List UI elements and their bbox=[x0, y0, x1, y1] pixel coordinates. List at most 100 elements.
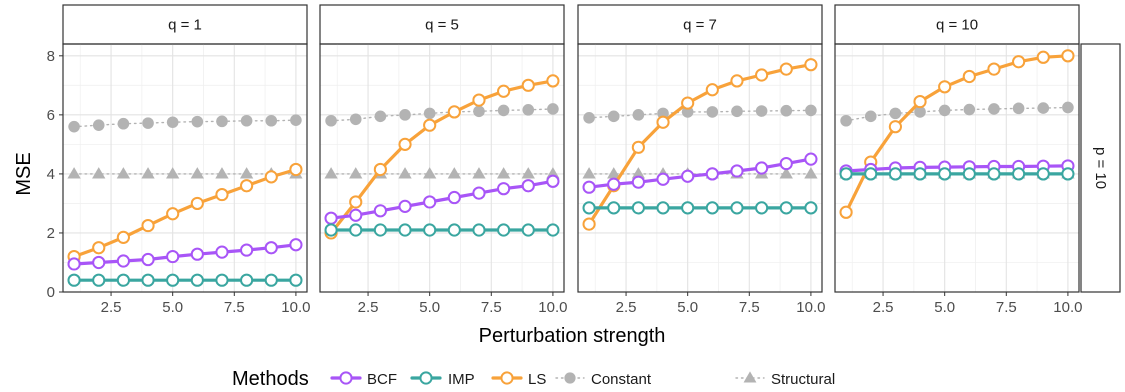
legend-item-imp: IMP bbox=[410, 371, 475, 388]
point-structural-q-1-x8 bbox=[239, 167, 254, 179]
point-imp-q-5-x2 bbox=[349, 223, 363, 237]
series-constant-q-10 bbox=[840, 101, 1074, 127]
panel-border-q-1 bbox=[62, 43, 308, 293]
x-tick-label: 10.0 bbox=[796, 299, 825, 316]
line-bcf-q-1 bbox=[72, 243, 298, 266]
point-constant-q-10-x2 bbox=[864, 110, 877, 123]
point-structural-q-1-x6 bbox=[190, 167, 204, 179]
point-ls-q-1-x8 bbox=[240, 179, 254, 193]
point-bcf-q-7-x2 bbox=[607, 177, 621, 191]
point-constant-q-10-x1 bbox=[840, 114, 852, 127]
point-ls-q-5-x10 bbox=[546, 74, 560, 88]
point-constant-q-1-x2 bbox=[92, 119, 105, 131]
point-structural-q-5-x6 bbox=[447, 167, 461, 179]
point-ls-q-10-x4 bbox=[913, 94, 927, 109]
point-constant-q-5-x8 bbox=[497, 104, 510, 117]
strip-box-q-1 bbox=[62, 4, 308, 45]
point-imp-q-7-x4 bbox=[656, 201, 670, 215]
point-ls-q-1-x2 bbox=[92, 241, 106, 255]
point-bcf-q-7-x4 bbox=[656, 172, 670, 186]
series-constant-q-7 bbox=[583, 104, 817, 124]
x-tick-label: 5.0 bbox=[162, 299, 183, 316]
point-ls-q-7-x6 bbox=[705, 83, 719, 97]
strip-box-q-10 bbox=[834, 4, 1080, 45]
panels-layer: q = 12.5 5.0 7.5 10.0q = 52.5 5.0 7.5 10.0q = … bbox=[62, 4, 1083, 316]
point-constant-q-5-x5 bbox=[423, 107, 436, 120]
point-ls-q-1-x10 bbox=[289, 162, 303, 177]
point-bcf-q-5-x9 bbox=[521, 179, 535, 193]
point-bcf-q-5-x4 bbox=[398, 199, 412, 213]
point-imp-q-1-x2 bbox=[92, 273, 106, 287]
point-imp-q-7-x7 bbox=[730, 201, 744, 215]
y-tick-label: 8 bbox=[47, 48, 55, 65]
point-constant-q-10-x6 bbox=[963, 103, 976, 116]
point-bcf-q-5-x2 bbox=[349, 208, 363, 222]
x-tick-label: 10.0 bbox=[538, 299, 567, 316]
row-strip: p = 10 bbox=[1080, 43, 1121, 293]
point-structural-q-5-x9 bbox=[521, 167, 535, 179]
y-tick-label: 4 bbox=[47, 166, 55, 183]
point-imp-q-1-x1 bbox=[67, 273, 81, 287]
point-bcf-q-7-x8 bbox=[755, 161, 769, 175]
point-constant-q-10-x10 bbox=[1062, 101, 1074, 114]
point-ls-q-1-x9 bbox=[264, 170, 278, 184]
panel-q-10: q = 10 2.5 5.0 7.5 10.0 bbox=[834, 4, 1083, 316]
point-ls-q-1-x7 bbox=[215, 187, 229, 202]
point-constant-q-7-x8 bbox=[755, 105, 768, 117]
point-constant-q-5-x1 bbox=[325, 114, 337, 127]
legend-title: Methods bbox=[232, 368, 309, 390]
point-constant-q-1-x1 bbox=[68, 120, 80, 133]
x-tick-label: 7.5 bbox=[481, 299, 502, 316]
point-bcf-q-5-x10 bbox=[546, 174, 560, 188]
panel-border-q-5 bbox=[319, 43, 565, 293]
legend-label-constant: Constant bbox=[591, 371, 652, 388]
point-bcf-q-5-x3 bbox=[373, 204, 387, 218]
point-imp-q-5-x5 bbox=[423, 223, 437, 237]
point-imp-q-1-x9 bbox=[264, 273, 278, 287]
legend-key-marker-constant bbox=[564, 372, 576, 384]
series-ls-q-7 bbox=[582, 58, 818, 231]
row-strip-box bbox=[1080, 43, 1121, 293]
point-ls-q-10-x8 bbox=[1012, 55, 1026, 69]
line-bcf-q-5 bbox=[329, 179, 555, 220]
point-bcf-q-7-x7 bbox=[730, 164, 744, 178]
point-imp-q-10-x5 bbox=[938, 167, 952, 181]
point-constant-q-10-x7 bbox=[988, 103, 1000, 115]
point-ls-q-10-x7 bbox=[987, 62, 1001, 76]
point-imp-q-7-x9 bbox=[779, 201, 793, 215]
point-ls-q-5-x8 bbox=[497, 84, 511, 98]
panel-q-5: q = 5 2.5 5.0 7.5 10.0 bbox=[319, 4, 568, 316]
point-ls-q-5-x9 bbox=[521, 78, 535, 92]
point-imp-q-5-x8 bbox=[497, 223, 511, 237]
point-imp-q-7-x2 bbox=[607, 201, 621, 215]
point-ls-q-7-x9 bbox=[779, 62, 793, 76]
point-constant-q-5-x7 bbox=[473, 105, 485, 118]
series-imp-q-5 bbox=[324, 223, 560, 237]
x-tick-label: 2.5 bbox=[873, 299, 894, 316]
point-constant-q-1-x10 bbox=[290, 114, 302, 126]
x-tick-label: 7.5 bbox=[996, 299, 1017, 316]
point-constant-q-5-x4 bbox=[399, 109, 411, 121]
point-imp-q-10-x2 bbox=[864, 167, 878, 181]
point-constant-q-1-x3 bbox=[117, 117, 130, 130]
strip-label-q-5: q = 5 bbox=[425, 17, 459, 34]
point-imp-q-1-x3 bbox=[116, 273, 130, 287]
strip-label-q-7: q = 7 bbox=[683, 17, 717, 34]
point-constant-q-1-x4 bbox=[142, 117, 154, 129]
point-ls-q-10-x9 bbox=[1036, 50, 1050, 64]
point-imp-q-7-x3 bbox=[631, 201, 645, 215]
point-imp-q-5-x7 bbox=[472, 223, 486, 237]
y-tick-label: 0 bbox=[47, 284, 55, 301]
point-constant-q-5-x2 bbox=[349, 113, 362, 126]
row-strip-label: p = 10 bbox=[1092, 147, 1109, 189]
x-tick-label: 7.5 bbox=[739, 299, 760, 316]
point-constant-q-10-x8 bbox=[1012, 102, 1025, 115]
y-tick-label: 6 bbox=[47, 107, 55, 124]
point-constant-q-7-x7 bbox=[731, 105, 743, 118]
point-bcf-q-5-x7 bbox=[472, 186, 486, 200]
line-ls-q-1 bbox=[72, 167, 298, 259]
point-imp-q-1-x5 bbox=[166, 273, 180, 287]
point-structural-q-1-x1 bbox=[67, 167, 81, 179]
point-imp-q-10-x6 bbox=[962, 167, 976, 181]
